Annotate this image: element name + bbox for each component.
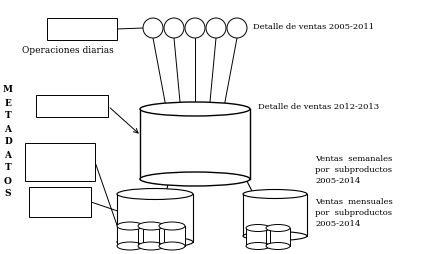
FancyBboxPatch shape xyxy=(47,19,117,41)
FancyBboxPatch shape xyxy=(246,228,269,246)
Text: M: M xyxy=(3,85,13,94)
FancyBboxPatch shape xyxy=(29,187,91,217)
Ellipse shape xyxy=(246,243,269,249)
Ellipse shape xyxy=(138,242,164,250)
Ellipse shape xyxy=(117,242,143,250)
Text: T: T xyxy=(5,163,11,172)
Circle shape xyxy=(164,19,184,39)
Ellipse shape xyxy=(117,236,193,248)
Ellipse shape xyxy=(243,232,306,241)
FancyBboxPatch shape xyxy=(25,144,95,181)
FancyBboxPatch shape xyxy=(159,226,184,246)
Text: A: A xyxy=(4,124,12,133)
Text: Detalle de ventas 2012-2013: Detalle de ventas 2012-2013 xyxy=(258,103,378,110)
Text: O: O xyxy=(4,176,12,185)
Text: S: S xyxy=(5,189,11,198)
FancyBboxPatch shape xyxy=(140,109,249,179)
FancyBboxPatch shape xyxy=(265,228,289,246)
FancyBboxPatch shape xyxy=(243,194,306,236)
Text: A: A xyxy=(4,150,12,159)
FancyBboxPatch shape xyxy=(138,226,164,246)
Text: D: D xyxy=(4,137,12,146)
Ellipse shape xyxy=(265,243,289,249)
Ellipse shape xyxy=(265,225,289,232)
Ellipse shape xyxy=(246,225,269,232)
Ellipse shape xyxy=(117,189,193,200)
Text: Datos Recientes: Datos Recientes xyxy=(38,103,106,110)
Ellipse shape xyxy=(243,190,306,199)
Text: Ligeramente
agregado
(Data Mart): Ligeramente agregado (Data Mart) xyxy=(33,149,87,176)
Text: Operaciones diarias: Operaciones diarias xyxy=(22,45,114,54)
Text: Datos Antiguos: Datos Antiguos xyxy=(50,26,114,34)
Text: Ventas  mensuales
por  subproductos
2005-2014: Ventas mensuales por subproductos 2005-2… xyxy=(314,197,392,227)
FancyBboxPatch shape xyxy=(117,194,193,242)
Circle shape xyxy=(227,19,246,39)
Text: Ventas  semanales
por  subproductos
2005-2014: Ventas semanales por subproductos 2005-2… xyxy=(314,154,391,184)
FancyBboxPatch shape xyxy=(117,226,143,246)
FancyBboxPatch shape xyxy=(36,96,108,118)
Ellipse shape xyxy=(117,222,143,230)
Text: E: E xyxy=(5,98,12,107)
Circle shape xyxy=(184,19,205,39)
Circle shape xyxy=(206,19,225,39)
Text: T: T xyxy=(5,111,11,120)
Ellipse shape xyxy=(159,222,184,230)
Text: Detalle de ventas 2005-2011: Detalle de ventas 2005-2011 xyxy=(252,23,373,31)
Ellipse shape xyxy=(138,222,164,230)
Ellipse shape xyxy=(140,103,249,117)
Text: Altamente
Agregado: Altamente Agregado xyxy=(38,194,82,211)
Circle shape xyxy=(143,19,163,39)
Ellipse shape xyxy=(140,172,249,186)
Ellipse shape xyxy=(159,242,184,250)
